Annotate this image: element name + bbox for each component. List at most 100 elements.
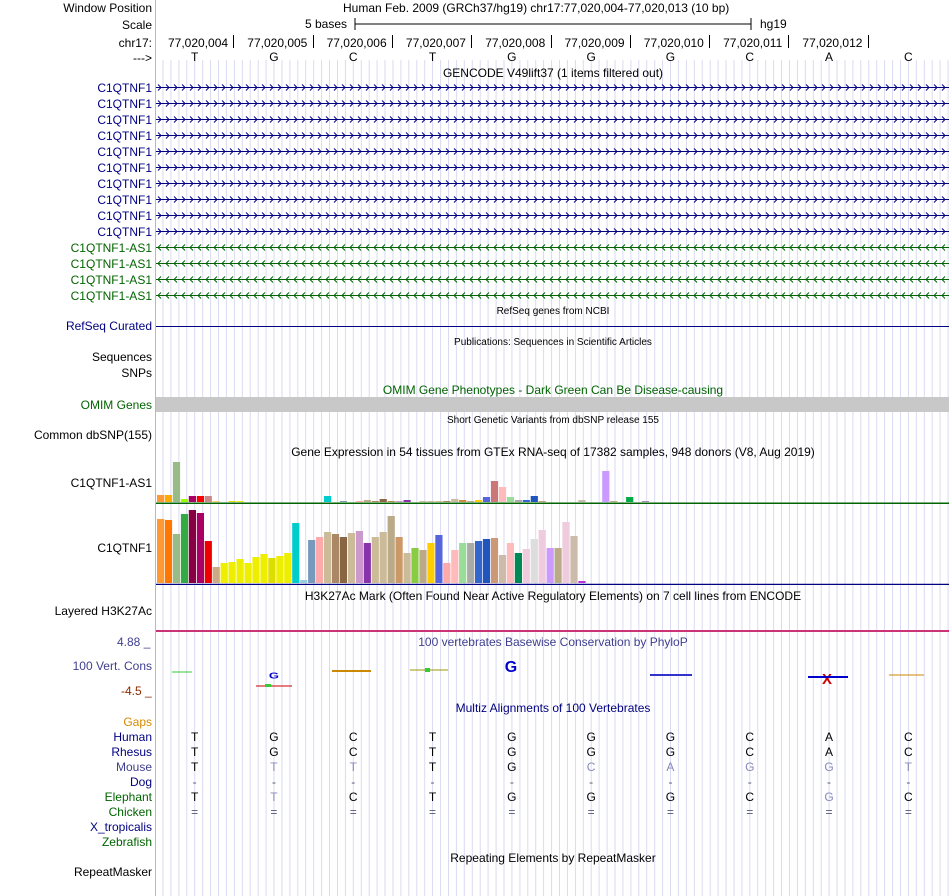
h3k27ac-track-title[interactable]: H3K27Ac Mark (Often Found Near Active Re… [304, 589, 802, 603]
multiz-track-title[interactable]: Multiz Alignments of 100 Vertebrates [455, 701, 651, 715]
repeatmasker-label[interactable]: RepeatMasker [73, 865, 152, 879]
gtex-bar [204, 496, 212, 502]
position-tick-label: 77,020,004 [168, 36, 229, 50]
gtex-track-title[interactable]: Gene Expression in 54 tissues from GTEx … [291, 445, 815, 459]
species-label[interactable]: Elephant [104, 790, 152, 804]
aligned-base: T [270, 790, 278, 804]
gene-intron-line[interactable] [156, 227, 949, 236]
aligned-base: = [508, 805, 516, 819]
gtex-bar [157, 519, 165, 583]
snps-label[interactable]: SNPs [121, 366, 152, 380]
gtex-bar [172, 534, 181, 583]
phylop-label[interactable]: 100 Vert. Cons [72, 659, 152, 673]
gene-intron-line[interactable] [156, 179, 949, 188]
gene-intron-line[interactable] [156, 211, 949, 220]
species-label[interactable]: X_tropicalis [89, 820, 152, 834]
omim-label[interactable]: OMIM Genes [80, 398, 152, 412]
position-tick-label: 77,020,010 [643, 36, 704, 50]
position-tick [788, 35, 790, 48]
gtex-bar [316, 537, 324, 583]
gene-label[interactable]: C1QTNF1-AS1 [70, 289, 152, 303]
gene-label[interactable]: C1QTNF1 [97, 177, 152, 191]
gencode-track-title[interactable]: GENCODE V49lift37 (1 items filtered out) [442, 66, 664, 80]
gene-label[interactable]: C1QTNF1 [97, 81, 152, 95]
base-letter: G [665, 50, 676, 64]
gtex-bar [411, 548, 419, 583]
gene-intron-line[interactable] [156, 243, 949, 252]
species-label[interactable]: Chicken [108, 805, 152, 819]
gene-intron-line[interactable] [156, 131, 949, 140]
aligned-base: = [904, 805, 912, 819]
species-label[interactable]: Zebrafish [101, 835, 152, 849]
gtex-chart-main[interactable] [156, 505, 949, 585]
gtex-bar [371, 501, 379, 502]
gtex-label-as1[interactable]: C1QTNF1-AS1 [70, 476, 152, 490]
gtex-bar [506, 497, 514, 502]
publications-label[interactable]: Sequences [91, 350, 152, 364]
aligned-base: T [428, 760, 437, 774]
gtex-bar [212, 567, 220, 583]
gene-intron-line[interactable] [156, 115, 949, 124]
gene-label[interactable]: C1QTNF1-AS1 [70, 257, 152, 271]
gene-label[interactable]: C1QTNF1 [97, 225, 152, 239]
base-letter: G [269, 50, 279, 64]
gtex-bar [395, 501, 403, 502]
aligned-base: = [825, 805, 833, 819]
gtex-bar [347, 533, 355, 583]
gtex-bar [435, 501, 443, 502]
gtex-label-main[interactable]: C1QTNF1 [97, 541, 152, 555]
gene-label[interactable]: C1QTNF1 [97, 161, 152, 175]
position-tick [867, 35, 869, 48]
repeatmasker-track-title[interactable]: Repeating Elements by RepeatMasker [450, 851, 656, 865]
species-label[interactable]: Mouse [115, 760, 152, 774]
gene-label[interactable]: C1QTNF1-AS1 [70, 241, 152, 255]
aligned-base: = [429, 805, 437, 819]
gene-intron-line[interactable] [156, 99, 949, 108]
refseq-label[interactable]: RefSeq Curated [65, 319, 152, 333]
gene-label[interactable]: C1QTNF1 [97, 113, 152, 127]
species-label[interactable]: Dog [129, 775, 152, 789]
scale-db: hg19 [760, 17, 787, 31]
gtex-chart-as1[interactable] [156, 458, 949, 504]
species-label[interactable]: Rhesus [111, 745, 152, 759]
species-label[interactable]: Human [113, 730, 152, 744]
dbsnp-label[interactable]: Common dbSNP(155) [33, 428, 152, 442]
publications-track-title[interactable]: Publications: Sequences in Scientific Ar… [454, 337, 652, 348]
aligned-base: G [507, 745, 517, 759]
gtex-bar [498, 487, 507, 502]
gtex-bar [482, 539, 491, 583]
phylop-track-title[interactable]: 100 vertebrates Basewise Conservation by… [418, 635, 688, 649]
aligned-base: G [269, 730, 279, 744]
aligned-base: A [825, 745, 834, 759]
aligned-base: G [665, 790, 676, 804]
gene-intron-line[interactable] [156, 83, 949, 92]
gene-label[interactable]: C1QTNF1 [97, 193, 152, 207]
aligned-base: T [190, 745, 199, 759]
aligned-base: C [348, 745, 358, 759]
aligned-base: G [824, 790, 834, 804]
gene-intron-line[interactable] [156, 291, 949, 300]
gene-label[interactable]: C1QTNF1 [97, 97, 152, 111]
gtex-bar [387, 516, 395, 583]
gene-label[interactable]: C1QTNF1-AS1 [70, 273, 152, 287]
base-letter: C [904, 50, 913, 64]
omim-gene-bar[interactable] [156, 397, 949, 412]
gene-intron-line[interactable] [156, 275, 949, 284]
gtex-bar [196, 513, 204, 583]
dbsnp-track-title[interactable]: Short Genetic Variants from dbSNP releas… [447, 415, 659, 426]
gene-label[interactable]: C1QTNF1 [97, 209, 152, 223]
gene-label[interactable]: C1QTNF1 [97, 145, 152, 159]
position-tick-label: 77,020,011 [723, 36, 783, 50]
h3k27ac-label[interactable]: Layered H3K27Ac [54, 604, 152, 618]
aligned-base: = [587, 805, 595, 819]
aligned-base: G [665, 730, 676, 744]
omim-track-title[interactable]: OMIM Gene Phenotypes - Dark Green Can Be… [382, 383, 724, 397]
gene-intron-line[interactable] [156, 259, 949, 268]
gene-label[interactable]: C1QTNF1 [97, 129, 152, 143]
gene-intron-line[interactable] [156, 195, 949, 204]
gene-intron-line[interactable] [156, 147, 949, 156]
gene-intron-line[interactable] [156, 163, 949, 172]
gtex-bar [459, 500, 467, 502]
gaps-label[interactable]: Gaps [123, 715, 152, 729]
refseq-track-title[interactable]: RefSeq genes from NCBI [496, 306, 610, 317]
